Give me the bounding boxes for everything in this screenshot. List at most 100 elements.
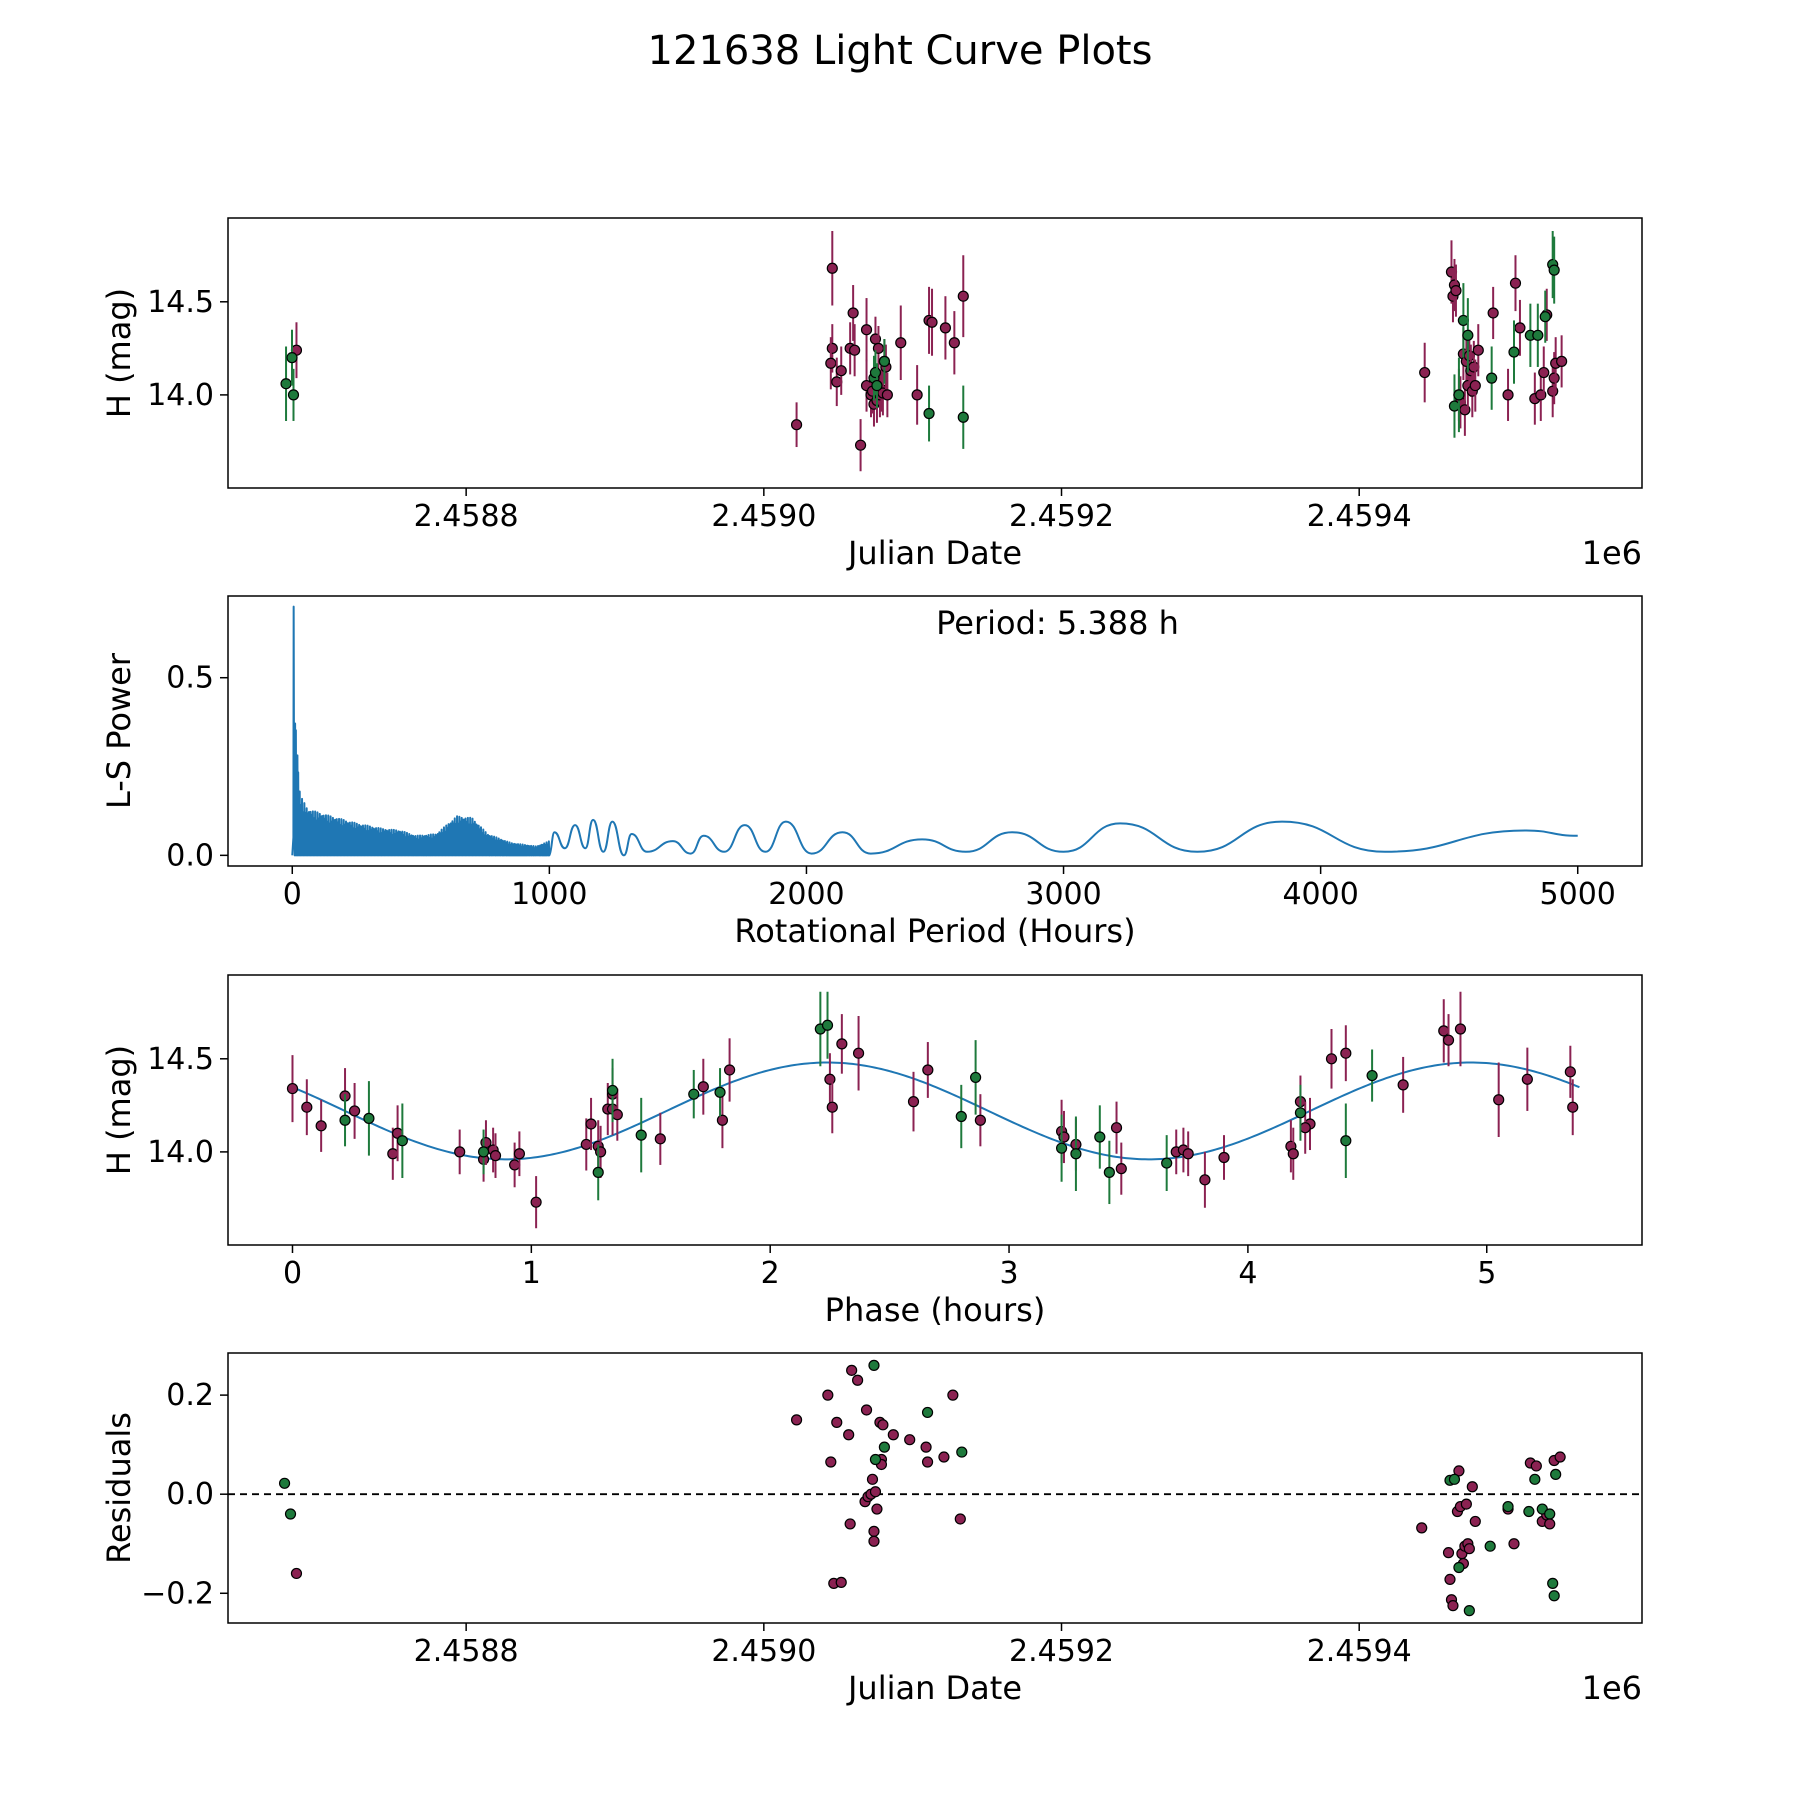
data-point-r [831, 1416, 843, 1428]
data-point-g [286, 352, 298, 364]
data-point-r [907, 1096, 920, 1108]
residuals-panel: 2.4588 2.4590 2.4592 2.4594 −0.2 0.0 0.2 Julian… [100, 1352, 1643, 1707]
data-point-r [920, 1441, 932, 1453]
data-point-r [1469, 379, 1481, 392]
data-point-r [654, 1133, 666, 1145]
data-point-r [921, 1456, 934, 1468]
data-point-r [1438, 1025, 1450, 1037]
data-point-g [1453, 389, 1465, 401]
data-point-r [790, 1414, 803, 1426]
data-point-r [595, 1146, 607, 1158]
data-point-g [956, 1446, 968, 1458]
data-point-g [1502, 1500, 1514, 1513]
data-point-r [826, 262, 838, 274]
light-curve-panel: 2.4588 2.4590 2.4592 2.4594 14.0 14.5 Julian D… [100, 217, 1643, 572]
data-point-r [938, 1451, 950, 1463]
data-point-r [1058, 1131, 1070, 1143]
x-tick-label: 5000 [1540, 877, 1616, 912]
y-tick-label: 0.2 [166, 1378, 214, 1413]
data-point-r [844, 1518, 856, 1530]
data-point-r [1460, 1498, 1472, 1510]
data-point-r [826, 1101, 838, 1113]
data-point-g [970, 1071, 982, 1084]
periodogram-line [291, 605, 1578, 857]
x-tick-label: 2.4592 [1009, 499, 1114, 534]
data-point-g [606, 1084, 619, 1097]
data-point-r [580, 1138, 592, 1151]
data-point-r [1508, 1538, 1520, 1550]
data-point-r [1548, 372, 1560, 384]
axes-frame [227, 1352, 1643, 1624]
data-point-r [1218, 1151, 1230, 1164]
y-tick-label: 0.0 [166, 838, 214, 873]
data-point-r [1416, 1522, 1428, 1534]
data-point-r [1502, 389, 1514, 401]
data-point-r [723, 1064, 736, 1076]
data-point-g [1484, 1540, 1496, 1552]
y-axis-label: H (mag) [100, 288, 138, 418]
data-point-r [1463, 1543, 1475, 1555]
data-point-r [1447, 1600, 1459, 1612]
x-tick-label: 2000 [768, 877, 844, 912]
data-point-r [387, 1148, 399, 1160]
plot-area [291, 605, 1578, 857]
plot-area [228, 1359, 1642, 1617]
phase-folded-panel: 0 1 2 3 4 5 14.0 14.5 Phase (hours) H (mag) [100, 974, 1643, 1329]
period-annotation: Period: 5.388 h [936, 604, 1179, 642]
data-point-r [939, 322, 952, 334]
data-point-g [923, 407, 935, 420]
x-tick-label: 2 [761, 1256, 780, 1291]
data-point-r [835, 365, 847, 377]
data-point-r [824, 1073, 836, 1085]
data-point-g [871, 379, 883, 392]
data-point-r [454, 1146, 466, 1158]
data-point-r [868, 1535, 880, 1547]
data-point-r [1115, 1163, 1127, 1175]
data-point-r [846, 1364, 858, 1376]
x-tick-label: 3 [999, 1256, 1018, 1291]
data-point-r [1564, 1066, 1576, 1078]
data-point-r [585, 1118, 597, 1130]
data-point-g [339, 1114, 351, 1126]
data-point-r [489, 1150, 502, 1162]
data-point-g [1463, 1605, 1475, 1617]
x-tick-label: 2.4590 [711, 499, 816, 534]
x-tick-label: 2.4590 [711, 1634, 816, 1669]
data-point-r [1567, 1101, 1579, 1113]
data-point-r [869, 1486, 882, 1498]
y-tick-label: 14.5 [147, 1042, 214, 1077]
data-point-r [881, 389, 893, 401]
data-point-r [948, 337, 960, 349]
data-point-r [1199, 1174, 1211, 1186]
data-point-g [1340, 1135, 1352, 1147]
data-point-g [1070, 1148, 1082, 1160]
data-point-r [1182, 1148, 1194, 1160]
data-point-r [1442, 1034, 1455, 1046]
data-point-g [1486, 372, 1498, 384]
y-axis-label: Residuals [100, 1412, 138, 1564]
data-point-g [284, 1508, 297, 1520]
data-point-g [635, 1129, 647, 1141]
data-point-g [957, 411, 969, 423]
data-point-r [1442, 1547, 1455, 1559]
data-point-r [1444, 1573, 1456, 1586]
data-point-r [895, 337, 907, 349]
data-point-r [315, 1120, 327, 1132]
data-point-r [1340, 1047, 1352, 1059]
x-tick-label: 2.4594 [1307, 1634, 1412, 1669]
data-point-r [868, 1525, 880, 1537]
data-point-g [363, 1112, 375, 1124]
data-point-g [955, 1110, 967, 1123]
data-point-r [854, 439, 867, 451]
data-point-r [1325, 1053, 1338, 1065]
data-point-r [852, 1047, 865, 1059]
data-point-g [278, 1477, 291, 1489]
data-point-g [1055, 1142, 1068, 1154]
x-offset-label: 1e6 [1582, 534, 1642, 572]
data-point-g [1453, 1561, 1465, 1574]
plot-area [280, 231, 1568, 472]
data-point-g [1544, 1508, 1556, 1520]
y-tick-label: 14.5 [147, 285, 214, 320]
y-tick-label: 14.0 [147, 378, 214, 413]
data-point-r [1299, 1122, 1311, 1134]
